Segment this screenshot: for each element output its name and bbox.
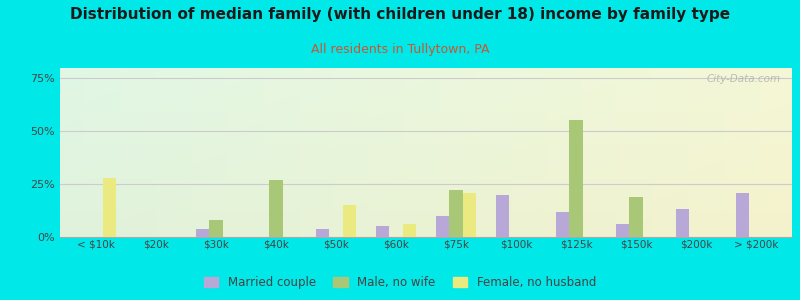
Bar xyxy=(402,224,416,237)
Bar xyxy=(676,209,690,237)
Text: Distribution of median family (with children under 18) income by family type: Distribution of median family (with chil… xyxy=(70,8,730,22)
Bar xyxy=(570,121,582,237)
Bar xyxy=(556,212,570,237)
Bar xyxy=(616,224,630,237)
Bar xyxy=(450,190,462,237)
Bar xyxy=(496,195,510,237)
Bar xyxy=(630,197,642,237)
Bar xyxy=(736,193,750,237)
Bar xyxy=(342,205,356,237)
Bar xyxy=(436,216,450,237)
Bar xyxy=(270,180,282,237)
Bar xyxy=(316,229,330,237)
Bar xyxy=(196,229,210,237)
Bar xyxy=(462,193,476,237)
Bar xyxy=(102,178,116,237)
Bar xyxy=(376,226,390,237)
Bar xyxy=(210,220,222,237)
Text: City-Data.com: City-Data.com xyxy=(707,74,781,84)
Text: All residents in Tullytown, PA: All residents in Tullytown, PA xyxy=(310,44,490,56)
Legend: Married couple, Male, no wife, Female, no husband: Married couple, Male, no wife, Female, n… xyxy=(199,272,601,294)
